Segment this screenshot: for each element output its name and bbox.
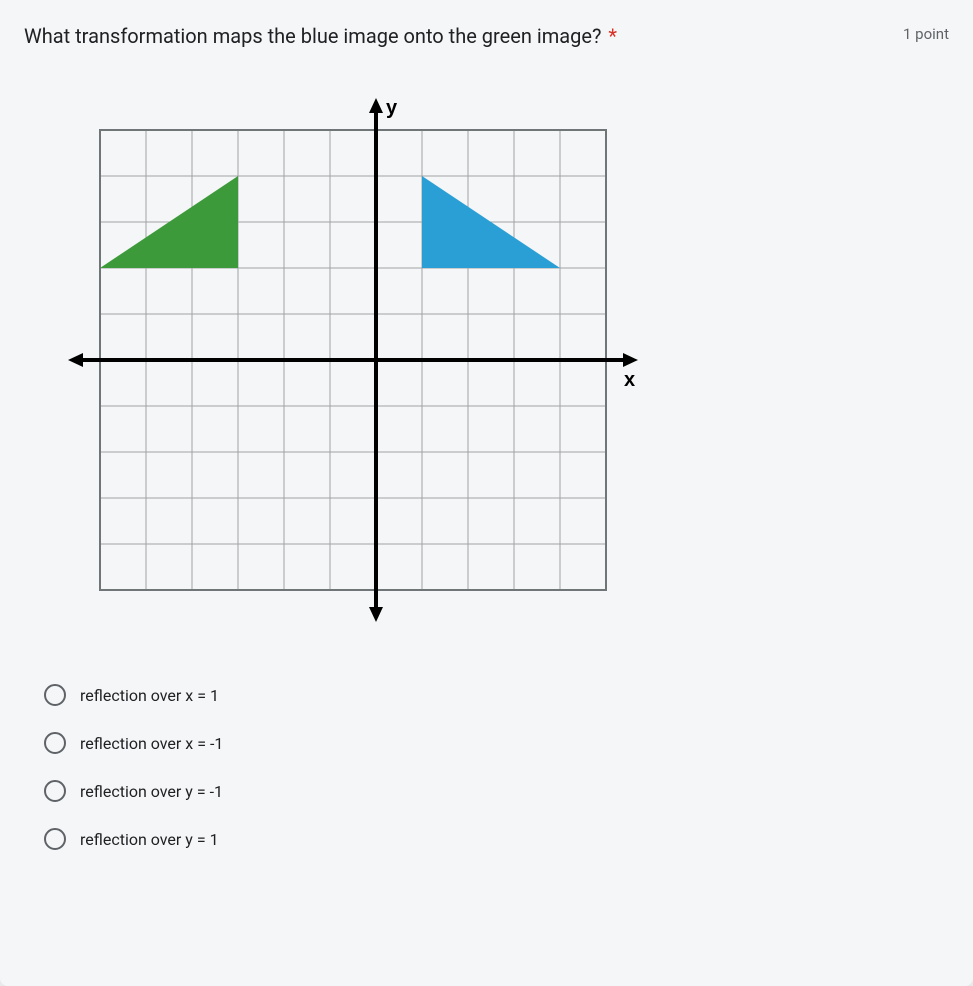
option-label: reflection over y = -1 (80, 782, 223, 801)
option-label: reflection over x = -1 (80, 734, 223, 753)
svg-text:x: x (624, 369, 635, 391)
radio-icon (44, 828, 66, 850)
option-label: reflection over x = 1 (80, 686, 219, 705)
option-1[interactable]: reflection over x = -1 (44, 732, 949, 754)
question-text: What transformation maps the blue image … (24, 24, 601, 48)
radio-icon (44, 684, 66, 706)
graph-figure: yx (60, 90, 949, 634)
option-0[interactable]: reflection over x = 1 (44, 684, 949, 706)
question-header: What transformation maps the blue image … (24, 22, 949, 50)
radio-icon (44, 780, 66, 802)
radio-icon (44, 732, 66, 754)
svg-text:y: y (386, 97, 398, 119)
question-card: What transformation maps the blue image … (0, 0, 973, 986)
option-3[interactable]: reflection over y = 1 (44, 828, 949, 850)
points-label: 1 point (903, 25, 949, 43)
question-title: What transformation maps the blue image … (24, 22, 617, 50)
coordinate-graph: yx (60, 90, 646, 630)
required-asterisk: * (608, 24, 617, 48)
option-2[interactable]: reflection over y = -1 (44, 780, 949, 802)
answer-options: reflection over x = 1 reflection over x … (44, 684, 949, 850)
option-label: reflection over y = 1 (80, 830, 219, 849)
